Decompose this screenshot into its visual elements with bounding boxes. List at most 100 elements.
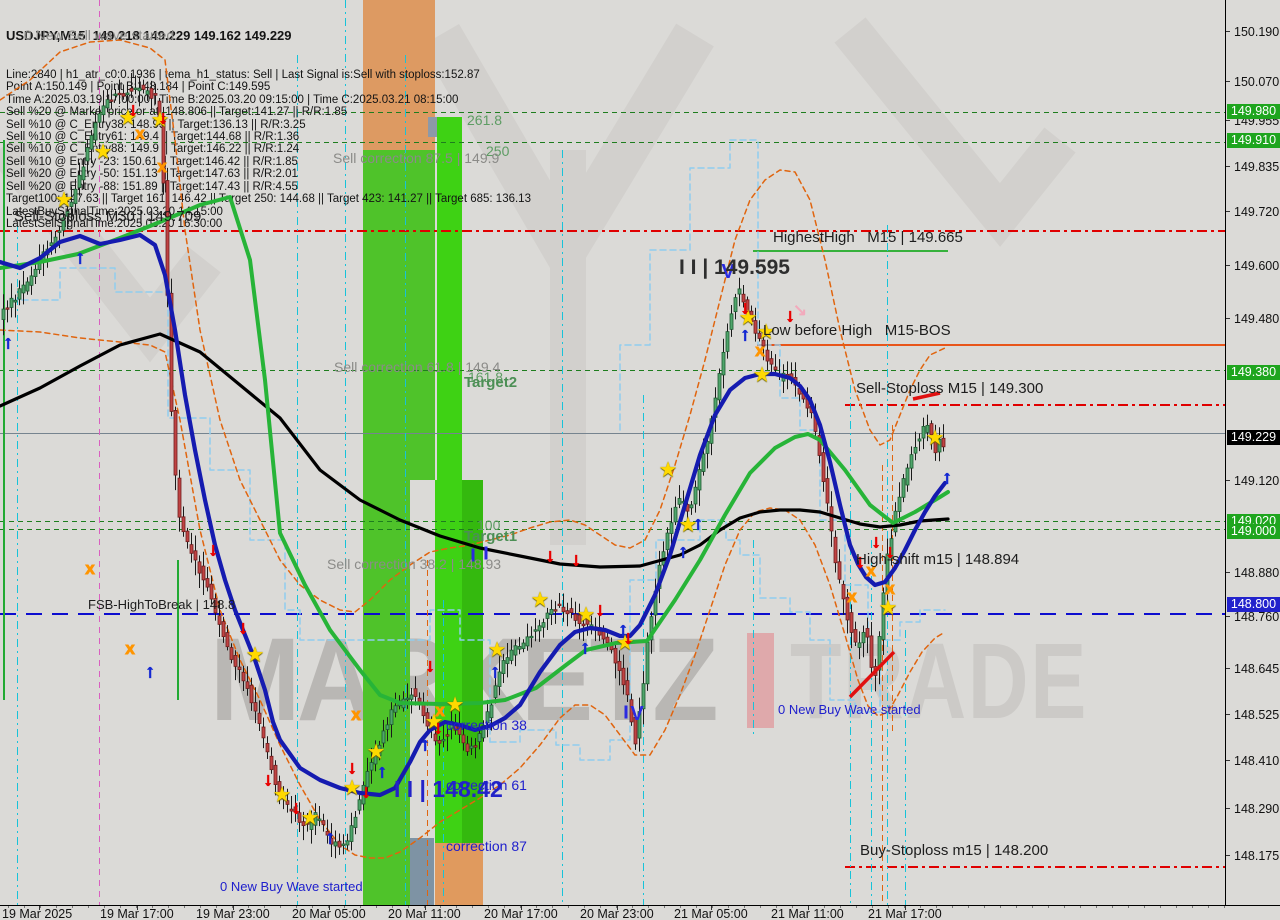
vertical-session-line (405, 55, 406, 905)
price-tick: 148.410 (1226, 754, 1280, 768)
time-minor-tick (920, 906, 921, 908)
vertical-session-line (443, 600, 444, 905)
tick-dash (1226, 480, 1230, 481)
time-minor-tick (360, 906, 361, 908)
symbol-name: USDJPY,M15 (6, 27, 86, 43)
rdown-marker-icon: ↓ (785, 305, 795, 327)
chart-label: 0 New Buy Wave started (778, 702, 921, 717)
watermark-separator-block (747, 633, 774, 728)
time-minor-tick (488, 906, 489, 908)
time-tick (425, 906, 426, 910)
header-line: Sell %10 @ C_Entry61: 149.4 || Target:14… (6, 131, 300, 144)
price-tick-label: 150.070 (1234, 75, 1280, 89)
rdown-marker-icon: ↓ (347, 757, 357, 779)
star-marker-icon: ★ (752, 363, 772, 387)
time-minor-tick (120, 906, 121, 908)
time-minor-tick (280, 906, 281, 908)
price-plot[interactable] (0, 0, 1225, 905)
session-band (363, 150, 435, 480)
time-minor-tick (1144, 906, 1145, 908)
price-tick: 148.645 (1226, 662, 1280, 676)
bup-marker-icon: ↑ (740, 324, 750, 346)
price-badge: 149.229 (1227, 430, 1280, 445)
chart-label: 0 New Sell wave started (24, 27, 175, 43)
star-marker-icon: ★ (878, 596, 898, 620)
star-marker-icon: ★ (678, 513, 698, 537)
time-tick-label: 21 Mar 17:00 (868, 907, 942, 920)
tick-dash (1226, 760, 1230, 761)
time-minor-tick (872, 906, 873, 908)
time-minor-tick (632, 906, 633, 908)
time-minor-tick (232, 906, 233, 908)
chart-label: HighestHigh M15 | 149.665 (773, 229, 963, 246)
star-marker-icon: ★ (487, 638, 507, 662)
time-tick-label: 19 Mar 17:00 (100, 907, 174, 920)
star-marker-icon: ★ (925, 426, 945, 450)
time-tick (329, 906, 330, 910)
time-minor-tick (344, 906, 345, 908)
tick-dash (1226, 120, 1230, 121)
price-tick-label: 149.480 (1234, 312, 1280, 326)
time-minor-tick (1160, 906, 1161, 908)
vertical-session-line (871, 540, 872, 905)
time-minor-tick (1176, 906, 1177, 908)
vertical-session-line (882, 465, 883, 905)
price-badge: 149.000 (1227, 524, 1280, 539)
time-axis[interactable]: 19 Mar 2025 19 Mar 17:00 19 Mar 23:00 20 Ma… (0, 905, 1280, 920)
chart-label: Sell correction 61.8 | 149.4 (334, 359, 501, 375)
time-minor-tick (184, 906, 185, 908)
time-minor-tick (760, 906, 761, 908)
star-marker-icon: ★ (530, 588, 550, 612)
price-tick-label: 149.120 (1234, 474, 1280, 488)
price-tick: 149.480 (1226, 312, 1280, 326)
header-line: LatestSellSignalTime:2025.03.20 16:30:00 (6, 217, 223, 230)
chart-label: I I | 148.42 (394, 776, 503, 802)
time-minor-tick (1208, 906, 1209, 908)
time-minor-tick (1048, 906, 1049, 908)
ox-marker-icon: X (884, 581, 896, 599)
red-trend-segment (848, 650, 896, 699)
candles (1, 73, 946, 859)
horizontal-level-line (845, 404, 1225, 406)
time-tick (521, 906, 522, 910)
time-minor-tick (712, 906, 713, 908)
bluev-marker-icon: V (721, 261, 735, 283)
vertical-session-line (345, 0, 346, 905)
time-tick (905, 906, 906, 910)
price-tick: 150.190 (1226, 25, 1280, 39)
horizontal-level-line (0, 613, 1225, 615)
time-minor-tick (600, 906, 601, 908)
rdown-marker-icon: ↓ (595, 599, 605, 621)
time-minor-tick (168, 906, 169, 908)
star-marker-icon: ★ (424, 710, 444, 734)
header-line: Line:2840 | h1_atr_c0:0.1936 | tema_h1_s… (6, 69, 480, 82)
time-minor-tick (1064, 906, 1065, 908)
time-minor-tick (216, 906, 217, 908)
chart-label: Target1 (464, 528, 518, 545)
time-minor-tick (1080, 906, 1081, 908)
chart-label: Sell-Stoploss M15 | 149.300 (856, 380, 1044, 397)
price-tick-label: 148.760 (1234, 610, 1280, 624)
time-minor-tick (968, 906, 969, 908)
chart-area[interactable]: MARKETZ TRADE USDJPY,M15 149.218 149.229… (0, 0, 1225, 905)
price-axis[interactable]: 150.190 150.070 149.980 149.955 149.910 149.8… (1225, 0, 1280, 905)
pinkarr-marker-icon: ↘ (792, 300, 808, 320)
tick-dash (1226, 572, 1230, 573)
horizontal-level-line (845, 866, 1225, 868)
star-marker-icon: ★ (342, 776, 362, 800)
bup-marker-icon: ↑ (490, 661, 500, 683)
horizontal-level-line (0, 529, 1225, 530)
rdown-marker-icon: ↓ (291, 797, 301, 819)
star-marker-icon: ★ (300, 806, 320, 830)
rdown-marker-icon: ↓ (571, 549, 581, 571)
time-minor-tick (424, 906, 425, 908)
price-tick: 148.175 (1226, 849, 1280, 863)
chart-label: High-shift m15 | 148.894 (856, 551, 1020, 568)
chart-labels-layer: 0 New Sell wave started 261.8 250 Sell corr… (14, 27, 1049, 894)
chart-label: Target2 (464, 374, 518, 391)
time-minor-tick (456, 906, 457, 908)
price-badge: 148.800 (1227, 597, 1280, 612)
star-marker-icon: ★ (245, 643, 265, 667)
time-minor-tick (952, 906, 953, 908)
bup-marker-icon: ↑ (942, 467, 952, 489)
